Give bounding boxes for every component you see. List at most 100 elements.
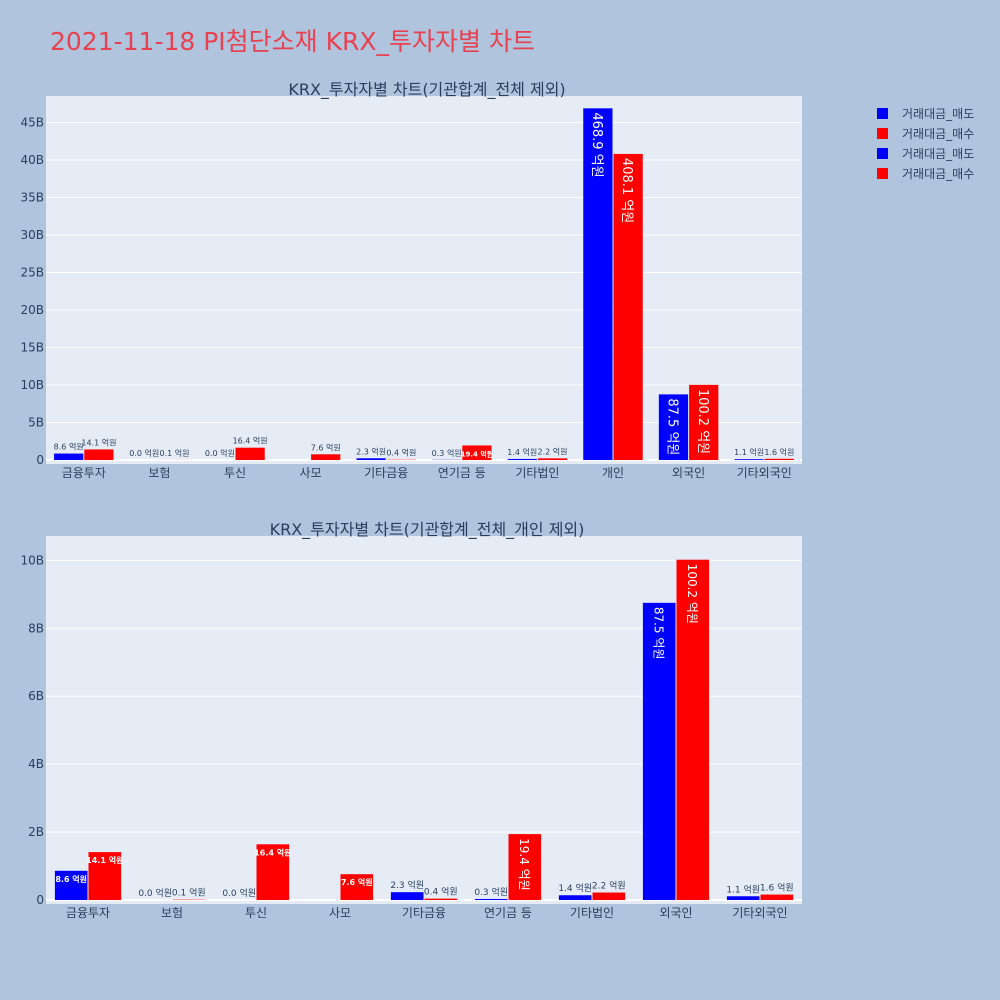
legend-swatch [877, 148, 888, 159]
legend-swatch [877, 108, 888, 119]
x-tick-label: 개인 [602, 466, 624, 480]
y-tick-label: 15B [20, 341, 44, 355]
x-tick-label: 사모 [300, 466, 322, 480]
data-label: 0.0 억원 [129, 448, 159, 458]
y-tick-label: 30B [20, 228, 44, 242]
bar-buy [592, 892, 626, 900]
x-tick-label: 투신 [245, 906, 267, 920]
y-tick-label: 5B [28, 416, 44, 430]
y-tick-label: 20B [20, 303, 44, 317]
legend-item[interactable]: 거래대금_매도 [902, 147, 974, 161]
bar-buy [235, 447, 265, 460]
x-tick-label: 보험 [161, 906, 183, 920]
x-tick-label: 사모 [329, 906, 351, 920]
data-label: 7.6 억원 [311, 442, 341, 452]
data-label: 7.6 억원 [341, 877, 373, 887]
data-label: 0.1 억원 [172, 887, 206, 899]
data-label: 19.4 억원 [461, 449, 494, 458]
x-tick-label: 금융투자 [66, 906, 110, 920]
x-tick-label: 기타법인 [570, 906, 614, 920]
data-label: 1.6 억원 [760, 882, 794, 894]
bar-buy [311, 454, 341, 460]
data-label: 2.3 억원 [356, 446, 386, 456]
data-label: 408.1 억원 [619, 158, 634, 223]
x-tick-label: 보험 [148, 466, 170, 480]
data-label: 19.4 억원 [517, 838, 531, 891]
data-label: 87.5 억원 [652, 607, 666, 660]
data-label: 2.2 억원 [592, 880, 626, 892]
legend-item[interactable]: 거래대금_매수 [902, 127, 974, 141]
data-label: 16.4 억원 [254, 847, 291, 857]
bar-sell [54, 870, 88, 900]
y-tick-label: 40B [20, 153, 44, 167]
y-tick-label: 0 [36, 453, 44, 467]
y-tick-label: 4B [28, 757, 44, 771]
bar-buy [424, 898, 458, 900]
bar-buy [256, 844, 290, 900]
data-label: 0.4 억원 [424, 886, 458, 898]
bar-sell [474, 898, 508, 900]
data-label: 2.2 억원 [538, 446, 568, 456]
bar-buy [462, 445, 492, 460]
legend-swatch [877, 128, 888, 139]
chart-title: KRX_투자자별 차트(기관합계_전체 제외) [288, 80, 565, 100]
data-label: 1.4 억원 [507, 447, 537, 457]
bar-buy [676, 559, 710, 900]
bar-sell [642, 602, 676, 900]
chart-2: 0 2B 4B 6B 8B 10B KRX_투자자별 차트(기관합계_전체_개인 제외) 금융… [20, 520, 802, 920]
x-tick-label: 투신 [224, 466, 246, 480]
x-tick-label: 기타외국인 [737, 466, 792, 480]
chart-title: KRX_투자자별 차트(기관합계_전체_개인 제외) [270, 520, 585, 540]
y-tick-label: 0 [36, 893, 44, 907]
data-label: 468.9 억원 [589, 112, 604, 177]
y-tick-label: 35B [20, 191, 44, 205]
bar-sell [558, 895, 592, 900]
plot-background [46, 96, 802, 464]
legend-item[interactable]: 거래대금_매수 [902, 167, 974, 181]
data-label: 0.0 억원 [222, 887, 256, 899]
data-label: 1.6 억원 [764, 447, 794, 457]
data-label: 0.0 억원 [205, 448, 235, 458]
bar-buy [88, 852, 122, 900]
bar-buy [508, 834, 542, 900]
plot-background [46, 536, 802, 904]
x-tick-label: 연기금 등 [438, 466, 486, 480]
y-tick-label: 10B [20, 553, 44, 567]
data-label: 16.4 억원 [233, 436, 268, 446]
bar-buy [613, 153, 643, 461]
data-label: 0.3 억원 [474, 886, 508, 898]
y-tick-label: 10B [20, 378, 44, 392]
y-tick-label: 8B [28, 621, 44, 635]
data-label: 0.4 억원 [386, 448, 416, 458]
y-tick-label: 6B [28, 689, 44, 703]
bar-buy [760, 894, 794, 900]
x-tick-label: 금융투자 [62, 466, 106, 480]
bar-buy [340, 874, 374, 900]
bar-buy [764, 458, 794, 460]
bar-sell [734, 459, 764, 460]
data-label: 87.5 억원 [665, 398, 680, 455]
data-label: 8.6 억원 [54, 442, 84, 452]
bar-sell [356, 458, 386, 460]
chart-1: 0 5B 10B 15B 20B 25B 30B 35B 40B 45B KRX_투자자별 차트(기… [20, 80, 802, 480]
data-label: 1.1 억원 [734, 447, 764, 457]
x-tick-label: 기타금융 [402, 906, 446, 920]
x-tick-label: 연기금 등 [484, 906, 532, 920]
bar-sell [507, 458, 537, 460]
bar-sell [726, 896, 760, 900]
data-label: 0.1 억원 [160, 448, 190, 458]
legend-item[interactable]: 거래대금_매도 [902, 107, 974, 121]
bar-sell [583, 108, 613, 460]
data-label: 0.3 억원 [432, 448, 462, 458]
bar-sell [658, 394, 689, 460]
legend-swatch [877, 168, 888, 179]
data-label: 1.4 억원 [558, 882, 592, 894]
y-tick-label: 25B [20, 266, 44, 280]
x-tick-label: 기타금융 [364, 466, 408, 480]
data-label: 2.3 억원 [390, 879, 424, 891]
x-tick-label: 외국인 [672, 466, 705, 480]
bar-buy [537, 458, 568, 460]
data-label: 8.6 억원 [55, 874, 87, 884]
